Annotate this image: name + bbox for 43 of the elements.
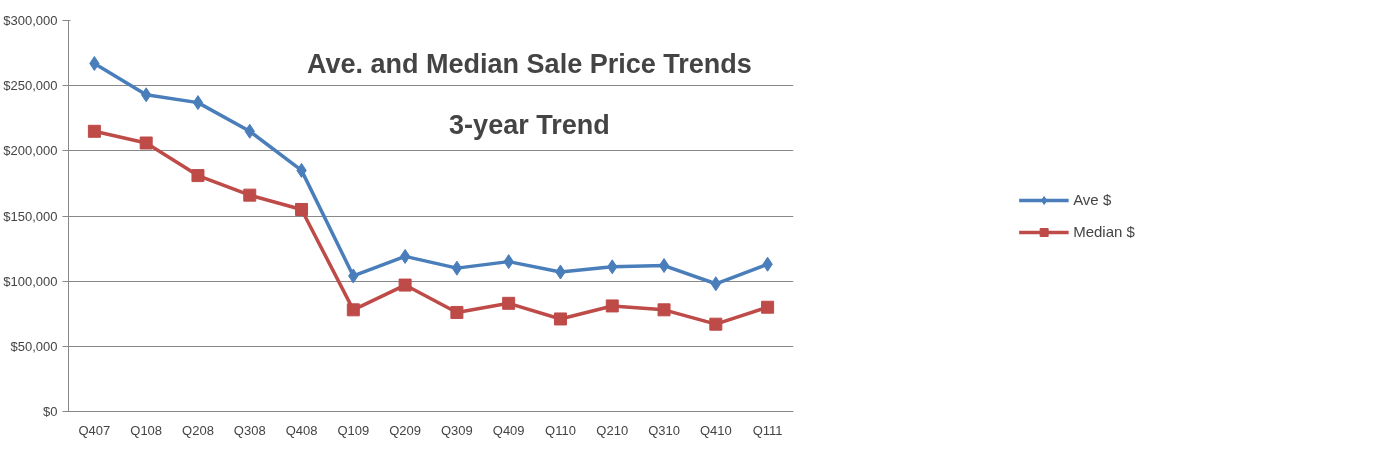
x-tick-label: Q308 — [233, 422, 266, 438]
point — [191, 169, 205, 183]
legend-label: Ave $ — [1073, 191, 1112, 208]
point — [87, 124, 101, 138]
y-tick-label: $150,000 — [3, 208, 58, 224]
y-tick-label: $0 — [43, 404, 58, 419]
y-tick-label: $200,000 — [3, 143, 58, 159]
y-tick-label: $250,000 — [3, 78, 58, 94]
x-tick-label: Q111 — [752, 422, 783, 438]
x-tick-label: Q110 — [545, 422, 576, 438]
point — [605, 299, 619, 313]
point — [502, 296, 516, 310]
point — [658, 258, 670, 274]
x-tick-label: Q408 — [285, 422, 318, 438]
point — [709, 317, 723, 331]
x-tick-label: Q209 — [389, 422, 422, 438]
point — [450, 305, 464, 319]
point — [761, 300, 775, 314]
point — [346, 303, 360, 317]
point — [553, 312, 567, 326]
x-tick-label: Q108 — [130, 422, 163, 438]
x-tick-label: Q310 — [648, 422, 680, 438]
text: 3-year Trend — [449, 109, 610, 140]
point — [399, 248, 411, 264]
point — [192, 95, 204, 111]
x-tick-label: Q208 — [182, 422, 214, 438]
point — [451, 260, 463, 276]
point — [398, 278, 412, 292]
point — [243, 188, 257, 202]
x-tick-label: Q410 — [699, 422, 732, 438]
point — [139, 136, 153, 150]
y-tick-label: $300,000 — [3, 13, 58, 28]
y-tick-label: $50,000 — [10, 338, 58, 354]
point — [295, 202, 309, 216]
x-tick-label: Q210 — [596, 422, 629, 438]
legend-label: Median $ — [1073, 223, 1135, 240]
x-tick-label: Q309 — [440, 422, 473, 438]
y-tick-label: $100,000 — [3, 273, 58, 289]
point — [657, 303, 671, 317]
x-tick-label: Q409 — [492, 422, 525, 438]
text: Ave. and Median Sale Price Trends — [307, 49, 752, 80]
x-tick-label: Q109 — [337, 422, 370, 438]
x-tick-label: Q407 — [78, 422, 111, 438]
